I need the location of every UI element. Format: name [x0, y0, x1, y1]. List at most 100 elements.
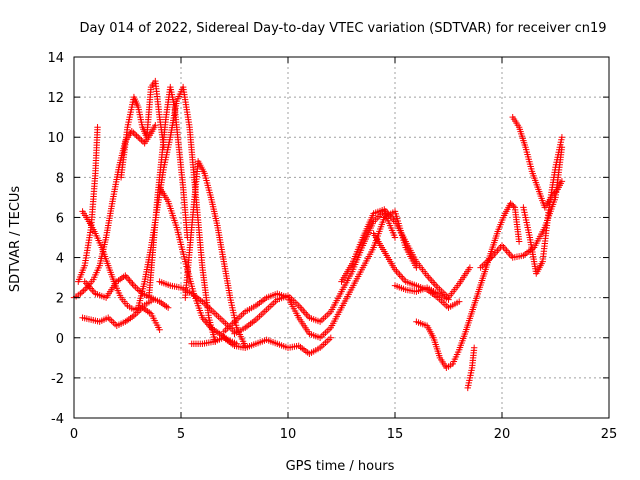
data-point [128, 128, 135, 135]
data-series [231, 208, 399, 337]
y-tick-label: 8 [56, 171, 64, 186]
data-series [413, 200, 523, 372]
data-point [82, 285, 89, 293]
data-series [391, 282, 452, 303]
data-point [123, 274, 130, 281]
data-point [77, 290, 84, 297]
data-point [132, 310, 139, 318]
data-point [394, 269, 402, 277]
data-point [433, 282, 440, 290]
data-series [79, 304, 163, 333]
data-point [94, 123, 101, 131]
data-point [130, 129, 137, 136]
data-point [138, 137, 145, 144]
data-point [202, 317, 209, 325]
y-tick-label: 10 [47, 131, 64, 146]
data-point [396, 271, 403, 278]
data-point [470, 344, 478, 352]
data-series [520, 134, 566, 277]
data-point [297, 304, 304, 311]
data-point [507, 200, 514, 207]
grid-lines [74, 57, 609, 418]
plot-frame [73, 56, 610, 419]
data-point [506, 250, 513, 258]
data-point [106, 316, 114, 323]
data-point [466, 264, 474, 271]
data-point [327, 334, 334, 341]
data-point [504, 249, 512, 256]
data-point [298, 305, 305, 313]
data-point [133, 132, 140, 139]
data-point [301, 309, 309, 316]
data-point [135, 134, 142, 141]
data-point [431, 281, 438, 288]
data-point [303, 311, 310, 318]
x-tick-label: 5 [177, 427, 185, 442]
data-series [81, 272, 172, 311]
y-tick-label: 0 [56, 332, 64, 347]
data-point [136, 135, 144, 142]
data-series [509, 113, 566, 211]
data-point [300, 307, 307, 315]
data-point [164, 304, 172, 311]
axis-ticks: 0 5 10 15 20 25 -4 -2 0 2 4 6 8 10 12 14 [47, 51, 617, 442]
data-series [338, 206, 474, 301]
y-tick-label: 12 [47, 91, 64, 106]
data-point [399, 274, 406, 282]
data-point [397, 273, 405, 280]
data-point [110, 319, 117, 326]
data-point [430, 279, 437, 286]
data-point [428, 277, 435, 284]
data-point [78, 288, 86, 296]
data-point [495, 245, 503, 253]
data-point [130, 282, 138, 289]
data-point [139, 138, 147, 145]
y-axis-label: SDTVAR / TECUs [8, 186, 23, 293]
data-point [558, 134, 566, 141]
data-point [445, 296, 452, 303]
data-point [156, 326, 163, 333]
data-point [503, 247, 510, 254]
data-point [501, 245, 509, 253]
data-point [131, 131, 139, 138]
data-series [182, 158, 249, 349]
data-point [498, 242, 506, 249]
data-series [464, 344, 478, 392]
y-tick-label: 14 [47, 51, 64, 66]
x-tick-label: 15 [387, 427, 404, 442]
data-point [510, 202, 517, 210]
x-tick-label: 20 [494, 427, 511, 442]
data-point [391, 234, 399, 241]
data-point [426, 275, 434, 283]
y-tick-label: 4 [56, 252, 64, 267]
y-tick-label: -2 [51, 372, 64, 387]
x-tick-label: 0 [70, 427, 78, 442]
data-point [111, 320, 119, 328]
data-point [129, 280, 136, 288]
series-layer [70, 77, 566, 392]
data-point [134, 309, 141, 316]
data-point [152, 121, 159, 129]
data-point [126, 277, 133, 284]
data-point [80, 287, 87, 294]
data-point [494, 247, 501, 254]
data-point [558, 178, 566, 185]
y-tick-label: -4 [51, 412, 64, 427]
data-series [75, 123, 101, 285]
data-point [425, 274, 432, 281]
data-point [492, 249, 500, 256]
data-point [89, 287, 96, 294]
data-point [132, 284, 139, 291]
data-point [507, 252, 515, 260]
y-tick-label: 6 [56, 211, 64, 226]
x-axis-label: GPS time / hours [286, 459, 395, 474]
data-point [515, 238, 523, 245]
chart-title: Day 014 of 2022, Sidereal Day-to-day VTE… [79, 21, 606, 36]
data-series [188, 334, 334, 358]
data-point [108, 317, 115, 325]
data-point [508, 201, 516, 208]
x-tick-label: 25 [601, 427, 618, 442]
x-tick-label: 10 [280, 427, 297, 442]
data-point [500, 244, 507, 251]
